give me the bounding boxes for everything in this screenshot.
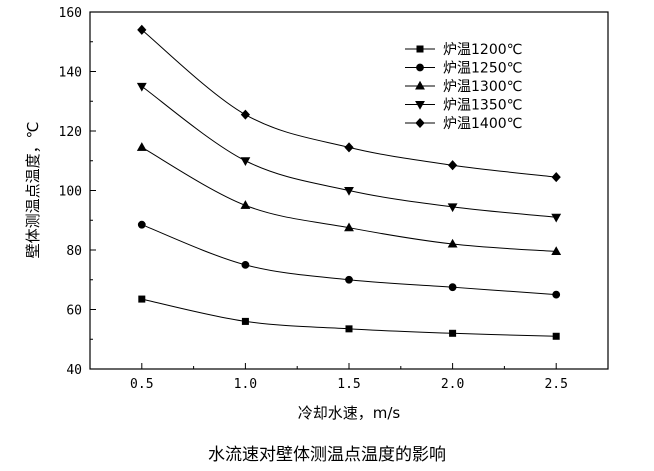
x-tick-label: 2.0 xyxy=(441,377,464,392)
data-point xyxy=(240,200,251,209)
axis-ticks: 0.5 1.0 1.5 2.0 2.5 40 60 80 100 120 140 160 xyxy=(59,6,568,392)
series-line xyxy=(141,224,557,296)
chart: 0.5 1.0 1.5 2.0 2.5 40 60 80 100 120 140 160 炉温1200… xyxy=(24,6,609,422)
legend-label: 炉温1300℃ xyxy=(443,79,522,95)
series-5 xyxy=(137,24,561,183)
data-point xyxy=(241,317,249,325)
series-4 xyxy=(136,82,562,223)
data-point xyxy=(344,187,354,196)
x-tick-label: 1.0 xyxy=(234,377,257,392)
data-point xyxy=(136,142,147,151)
x-tick-label: 1.5 xyxy=(337,377,360,392)
legend-entry: 炉温1250℃ xyxy=(405,61,522,77)
x-tick-label: 0.5 xyxy=(130,377,153,392)
data-point xyxy=(136,82,147,92)
legend-marker xyxy=(415,80,425,90)
data-point xyxy=(449,329,457,337)
data-point xyxy=(344,222,354,232)
legend-label: 炉温1200℃ xyxy=(443,42,522,58)
data-point xyxy=(138,295,146,303)
data-point xyxy=(551,213,562,223)
data-point xyxy=(447,203,458,213)
series-layer xyxy=(136,24,562,340)
data-point xyxy=(551,172,561,183)
legend-label: 炉温1250℃ xyxy=(443,61,522,77)
data-point xyxy=(137,24,147,35)
series-2 xyxy=(137,220,561,299)
figure-caption: 水流速对壁体测温点温度的影响 xyxy=(208,445,446,465)
y-tick-label: 120 xyxy=(59,125,82,140)
series-line xyxy=(141,146,557,252)
data-point xyxy=(448,283,457,292)
y-tick-label: 40 xyxy=(66,363,82,378)
legend-label: 炉温1350℃ xyxy=(443,98,522,114)
series-3 xyxy=(136,142,562,255)
x-axis-title: 冷却水速，m/s xyxy=(298,404,401,422)
legend-entry: 炉温1200℃ xyxy=(405,42,522,58)
data-point xyxy=(447,238,458,248)
y-tick-label: 80 xyxy=(66,244,82,259)
legend-entry: 炉温1400℃ xyxy=(405,116,522,132)
x-tick-label: 2.5 xyxy=(544,377,567,392)
data-point xyxy=(241,260,250,269)
legend-marker xyxy=(416,45,424,53)
legend-marker xyxy=(415,101,425,110)
legend-marker xyxy=(416,63,424,72)
data-point xyxy=(240,109,251,120)
data-point xyxy=(552,290,561,299)
y-tick-label: 60 xyxy=(66,304,82,319)
data-point xyxy=(345,275,353,284)
data-point xyxy=(551,246,562,255)
legend: 炉温1200℃ 炉温1250℃ 炉温1300℃ 炉温1350℃ 炉温1400℃ xyxy=(405,42,522,132)
legend-entry: 炉温1300℃ xyxy=(405,79,522,95)
data-point xyxy=(344,142,354,153)
legend-entry: 炉温1350℃ xyxy=(405,98,522,114)
data-point xyxy=(137,220,146,229)
series-1 xyxy=(138,295,560,340)
data-point xyxy=(240,157,251,166)
y-axis-title: 壁体测温点温度，℃ xyxy=(24,122,42,259)
legend-marker xyxy=(415,117,425,129)
data-point xyxy=(447,160,458,171)
y-tick-label: 160 xyxy=(59,6,82,21)
y-tick-label: 100 xyxy=(59,185,82,200)
data-point xyxy=(552,332,560,340)
y-tick-label: 140 xyxy=(59,66,82,81)
data-point xyxy=(345,325,353,333)
legend-label: 炉温1400℃ xyxy=(443,116,522,132)
